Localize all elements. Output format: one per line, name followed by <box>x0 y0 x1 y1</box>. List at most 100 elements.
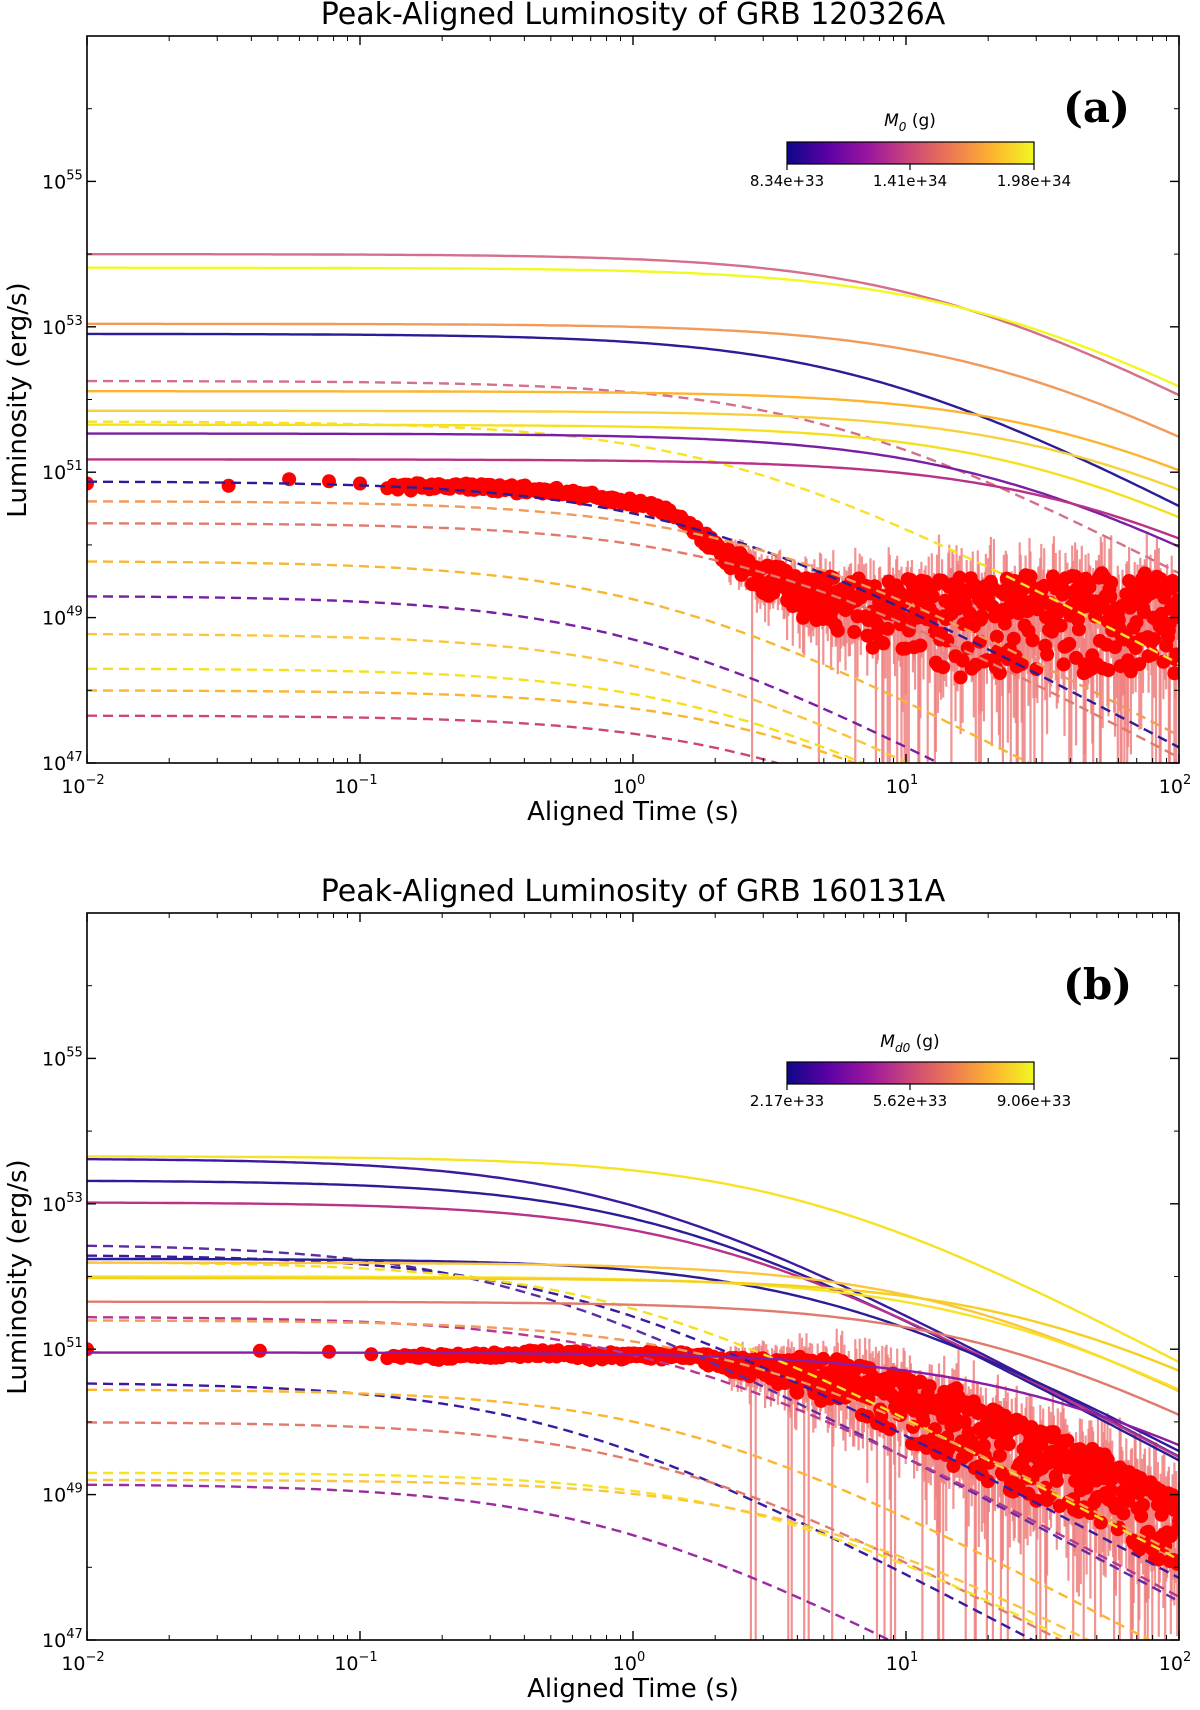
data-point <box>913 638 928 653</box>
data-point <box>1023 569 1038 584</box>
panel-a-letter: (a) <box>1063 83 1130 132</box>
data-point <box>946 1459 961 1473</box>
panel-a-colorbar: M0 (g) 8.34e+33 1.41e+34 1.98e+34 <box>750 111 1071 190</box>
data-point <box>953 670 968 685</box>
x-tick-label: 101 <box>886 773 918 798</box>
data-point <box>1136 1498 1150 1512</box>
model-dashed-line-7 <box>87 632 911 763</box>
model-solid-line-5 <box>87 1261 1179 1393</box>
data-point <box>1172 1514 1179 1529</box>
data-point <box>1103 589 1118 604</box>
data-point <box>989 629 1004 644</box>
model-solid-line-0 <box>87 1155 1179 1364</box>
data-point <box>353 476 367 491</box>
data-point <box>1134 1509 1149 1524</box>
data-point <box>1111 1520 1126 1535</box>
y-tick-label: 1051 <box>42 1336 83 1361</box>
data-point <box>252 1343 267 1358</box>
model-solid-line-4 <box>87 390 1179 472</box>
observed-data-points <box>87 1342 1179 1571</box>
panel-b-y-ticks: 1047 1049 1051 1053 1055 <box>42 985 1179 1652</box>
data-point <box>952 570 967 585</box>
panel-a-colorbar-label: M0 (g) <box>884 111 936 134</box>
model-dashed-line-10 <box>87 714 782 763</box>
data-point <box>1068 569 1083 584</box>
y-tick-label: 1055 <box>42 168 83 193</box>
data-point <box>962 606 977 621</box>
x-tick-label: 101 <box>886 1650 918 1675</box>
model-dashed-line-9 <box>87 689 859 763</box>
model-dashed-line-1 <box>87 420 1179 665</box>
y-tick-label: 1053 <box>42 1191 83 1216</box>
y-tick-label: 1047 <box>42 750 83 775</box>
panel-a-colorbar-tick-max: 1.98e+34 <box>997 172 1071 190</box>
data-point <box>1104 575 1119 590</box>
panel-b-y-axis-label: Luminosity (erg/s) <box>3 1159 33 1394</box>
data-point <box>876 636 891 651</box>
data-point <box>1053 618 1068 633</box>
panel-a-y-axis-label: Luminosity (erg/s) <box>3 282 33 517</box>
data-point <box>1046 1425 1061 1440</box>
data-point <box>322 474 336 489</box>
model-dashed-line-5 <box>87 560 1032 763</box>
panel-b-colorbar-tick-min: 2.17e+33 <box>750 1092 824 1110</box>
data-point <box>221 478 236 493</box>
data-point <box>957 1415 972 1430</box>
data-point <box>1060 1433 1075 1448</box>
data-point <box>1151 1552 1166 1567</box>
panel-b-colorbar-tick-mid: 5.62e+33 <box>873 1092 947 1110</box>
model-dashed-line-2 <box>87 1261 1179 1561</box>
observed-data-points <box>87 472 1179 685</box>
model-dashed-line-7 <box>87 1421 1063 1640</box>
data-point <box>1011 1479 1026 1494</box>
data-point <box>1101 663 1116 678</box>
data-point <box>816 1351 831 1366</box>
data-point <box>1147 632 1162 647</box>
x-tick-label: 10−2 <box>61 1650 104 1675</box>
data-point <box>1079 1480 1094 1495</box>
model-solid-line-8 <box>87 1300 1179 1416</box>
panel-a-plot-area <box>87 253 1179 763</box>
data-point <box>980 1474 995 1489</box>
data-point <box>830 623 845 638</box>
model-solid-line-9 <box>87 1351 1179 1447</box>
data-point <box>1056 657 1071 672</box>
model-dashed-line-0 <box>87 1244 1179 1603</box>
data-point <box>1093 1515 1108 1530</box>
data-point <box>1040 647 1055 662</box>
model-solid-line-1 <box>87 1158 1179 1458</box>
x-tick-label: 100 <box>613 773 645 798</box>
data-point <box>955 653 970 668</box>
y-tick-label: 1051 <box>42 459 83 484</box>
panel-b-colorbar-gradient <box>786 1061 1035 1085</box>
panel-a-colorbar-gradient <box>786 141 1035 165</box>
panel-b-colorbar-tick-max: 9.06e+33 <box>997 1092 1071 1110</box>
model-dashed-line-10 <box>87 1483 892 1640</box>
data-point <box>1083 1506 1098 1520</box>
data-point <box>1108 640 1122 655</box>
data-point <box>1132 657 1147 672</box>
y-tick-label: 1047 <box>42 1627 83 1652</box>
data-point <box>1170 1556 1179 1571</box>
data-point <box>1165 574 1179 588</box>
panel-a: Peak-Aligned Luminosity of GRB 120326A 1… <box>3 0 1191 827</box>
data-point <box>364 1347 379 1362</box>
data-point <box>922 1379 937 1394</box>
data-point <box>87 476 94 491</box>
model-dashed-line-4 <box>87 522 1179 759</box>
data-point <box>1051 603 1066 618</box>
model-dashed-line-4 <box>87 1319 1179 1556</box>
data-point <box>1062 636 1077 651</box>
data-point <box>847 625 862 639</box>
model-solid-line-1 <box>87 266 1179 388</box>
data-point <box>790 1385 805 1400</box>
y-tick-label: 1055 <box>42 1045 83 1070</box>
data-point <box>1104 1483 1119 1498</box>
panel-b-x-ticks: 10−2 10−1 100 101 102 <box>61 913 1191 1675</box>
data-point <box>1169 647 1179 662</box>
panel-b-x-axis-label: Aligned Time (s) <box>527 1674 739 1704</box>
x-tick-label: 102 <box>1159 1650 1191 1675</box>
model-dashed-line-9 <box>87 1478 1092 1640</box>
y-tick-label: 1049 <box>42 1482 83 1507</box>
model-dashed-line-5 <box>87 1382 1036 1640</box>
